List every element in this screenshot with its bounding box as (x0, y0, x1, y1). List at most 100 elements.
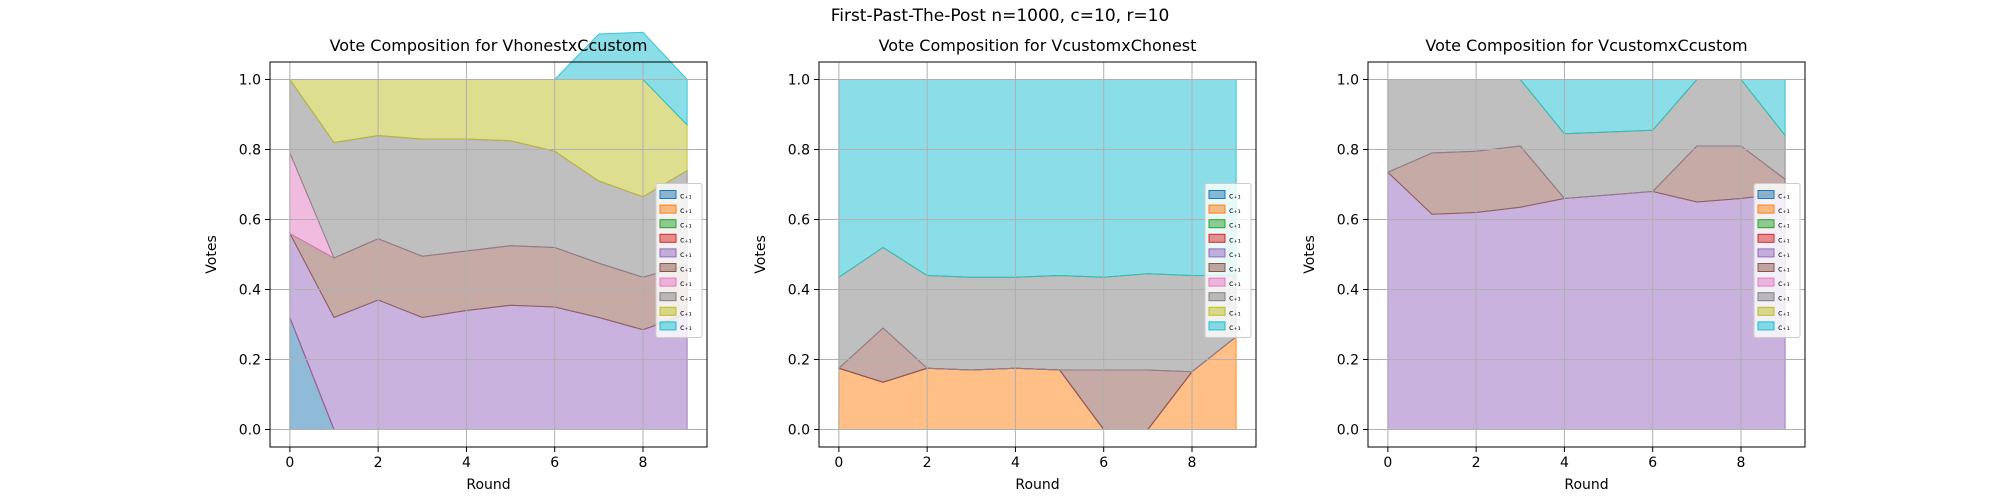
legend-label: c₊₁ (1778, 235, 1790, 244)
legend-label: c₊₁ (1229, 265, 1241, 274)
x-tick-label: 8 (639, 455, 648, 471)
x-tick-label: 6 (550, 455, 559, 471)
chart-title: Vote Composition for VhonestxCcustom (330, 36, 648, 55)
y-tick-label: 0.8 (1337, 143, 1359, 159)
legend-label: c₊₁ (680, 265, 692, 274)
x-tick-label: 0 (834, 455, 843, 471)
figure-title: First-Past-The-Post n=1000, c=10, r=10 (830, 6, 1170, 26)
legend-swatch (659, 263, 677, 272)
legend-swatch (1757, 292, 1775, 302)
legend-swatch (1208, 292, 1226, 302)
legend-swatch (1208, 204, 1226, 214)
legend-swatch (1757, 248, 1775, 258)
x-tick-label: 8 (1188, 455, 1197, 471)
legend-swatch (1757, 263, 1775, 272)
legend-swatch (1757, 306, 1775, 316)
legend-swatch (1757, 233, 1775, 243)
legend-label: c₊₁ (1229, 221, 1241, 230)
chart-panel-3: 0 2 4 6 8 0.0 0.2 0.4 0.6 0.8 1.0 Vote Composition … (1302, 36, 1806, 493)
legend-label: c₊₁ (1778, 279, 1790, 288)
x-tick-label: 2 (374, 455, 383, 471)
plot-frame (1367, 61, 1806, 448)
x-tick-label: 0 (285, 455, 294, 471)
legend: c₊₁ c₊₁ c₊₁ c₊₁ c₊₁ c₊₁ c₊₁ c₊₁ c₊₁ c₊₁ (1753, 183, 1801, 338)
x-axis-label: Round (1015, 477, 1059, 493)
x-axis-label: Round (1564, 477, 1608, 493)
chart-panel-1: 0 2 4 6 8 0.0 0.2 0.4 0.6 0.8 1.0 Vote Composition … (204, 31, 708, 493)
y-tick-label: 0.4 (1337, 283, 1359, 299)
x-tick-label: 6 (1648, 455, 1657, 471)
y-tick-label: 0.6 (1337, 213, 1359, 229)
legend-swatch (1208, 263, 1226, 272)
legend: c₊₁ c₊₁ c₊₁ c₊₁ c₊₁ c₊₁ c₊₁ c₊₁ c₊₁ c₊₁ (1204, 183, 1252, 338)
y-tick-label: 0.2 (1337, 353, 1359, 369)
y-tick-label: 0.0 (1337, 423, 1359, 439)
y-tick-label: 0.2 (788, 353, 810, 369)
legend-label: c₊₁ (1229, 192, 1241, 201)
legend-label: c₊₁ (1778, 265, 1790, 274)
legend-swatch (1208, 190, 1226, 199)
legend: c₊₁ c₊₁ c₊₁ c₊₁ c₊₁ c₊₁ c₊₁ c₊₁ c₊₁ c₊₁ (655, 183, 703, 338)
legend-swatch (1208, 219, 1226, 229)
x-tick-label: 2 (1472, 455, 1481, 471)
legend-swatch (659, 219, 677, 229)
legend-swatch (659, 204, 677, 214)
y-tick-label: 1.0 (239, 73, 261, 89)
legend-swatch (1208, 248, 1226, 258)
y-tick-label: 1.0 (1337, 73, 1359, 89)
legend-label: c₊₁ (1229, 206, 1241, 215)
legend-swatch (659, 321, 677, 331)
legend-swatch (659, 190, 677, 199)
x-tick-label: 8 (1737, 455, 1746, 471)
legend-swatch (1208, 277, 1226, 287)
x-axis-label: Round (466, 477, 510, 493)
y-tick-label: 0.0 (239, 423, 261, 439)
y-tick-label: 0.8 (239, 143, 261, 159)
y-tick-label: 1.0 (788, 73, 810, 89)
legend-label: c₊₁ (1229, 308, 1241, 317)
plot-frame (818, 61, 1257, 448)
chart-title: Vote Composition for VcustomxCcustom (1425, 36, 1747, 55)
legend-label: c₊₁ (1229, 279, 1241, 288)
x-tick-label: 6 (1099, 455, 1108, 471)
x-tick-label: 4 (1011, 455, 1020, 471)
legend-swatch (659, 233, 677, 243)
legend-label: c₊₁ (680, 192, 692, 201)
legend-label: c₊₁ (680, 221, 692, 230)
legend-label: c₊₁ (680, 250, 692, 259)
legend-label: c₊₁ (1229, 294, 1241, 303)
legend-label: c₊₁ (1229, 323, 1241, 332)
x-tick-label: 4 (1560, 455, 1569, 471)
legend-swatch (1757, 204, 1775, 214)
legend-label: c₊₁ (1778, 294, 1790, 303)
y-tick-label: 0.6 (788, 213, 810, 229)
legend-swatch (1757, 219, 1775, 229)
legend-swatch (1757, 321, 1775, 331)
x-tick-label: 2 (923, 455, 932, 471)
legend-swatch (1208, 306, 1226, 316)
y-tick-label: 0.4 (239, 283, 261, 299)
y-tick-label: 0.8 (788, 143, 810, 159)
y-tick-label: 0.4 (788, 283, 810, 299)
legend-swatch (1208, 321, 1226, 331)
legend-label: c₊₁ (680, 294, 692, 303)
legend-swatch (659, 277, 677, 287)
legend-label: c₊₁ (1778, 308, 1790, 317)
legend-label: c₊₁ (680, 235, 692, 244)
legend-label: c₊₁ (680, 206, 692, 215)
legend-label: c₊₁ (1778, 221, 1790, 230)
legend-label: c₊₁ (1229, 235, 1241, 244)
y-axis-label: Votes (753, 235, 769, 273)
y-axis-label: Votes (204, 235, 220, 273)
y-tick-label: 0.6 (239, 213, 261, 229)
x-tick-label: 4 (462, 455, 471, 471)
x-tick-label: 0 (1383, 455, 1392, 471)
plot-frame (269, 61, 708, 448)
chart-panel-2: 0 2 4 6 8 0.0 0.2 0.4 0.6 0.8 1.0 Vote Composition … (753, 36, 1257, 493)
legend-label: c₊₁ (680, 279, 692, 288)
legend-swatch (659, 248, 677, 258)
legend-label: c₊₁ (1778, 192, 1790, 201)
legend-label: c₊₁ (1778, 323, 1790, 332)
legend-label: c₊₁ (1778, 206, 1790, 215)
